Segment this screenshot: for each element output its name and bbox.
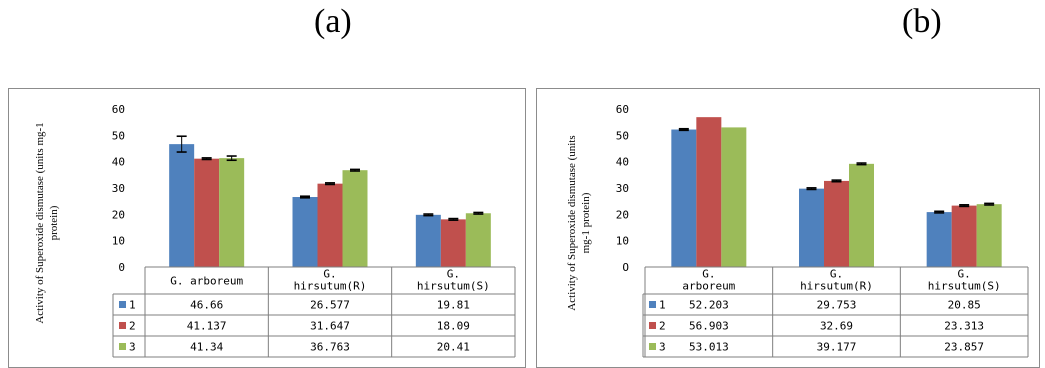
data-label: 23.857 [944,341,984,354]
y-axis-label-line: protein) [48,205,60,240]
bar [219,158,245,267]
y-tick-label: 40 [616,156,629,169]
data-label: 41.34 [190,341,223,354]
bar [317,183,343,267]
bar [696,117,722,268]
category-label: hirsutum(S) [417,280,490,293]
data-label: 46.66 [190,299,223,312]
data-label: 20.41 [437,341,470,354]
legend-label: 2 [129,320,136,333]
legend-key [649,343,656,350]
legend-label: 1 [129,299,136,312]
y-tick-label: 30 [616,182,629,195]
data-label: 36.763 [310,341,350,354]
data-label: 19.81 [437,299,470,312]
bar [799,188,824,267]
y-tick-label: 10 [616,235,629,248]
bar [849,163,874,267]
legend-key [649,322,656,329]
data-label: 31.647 [310,320,350,333]
data-label: 56.903 [689,320,729,333]
bar [824,180,849,267]
y-axis-label-line: mg-1 protein) [580,192,592,253]
legend-key [649,301,656,308]
bar [951,205,977,267]
bar [169,144,195,267]
chart-b-frame: O 10 20 30 40 50 60 Activity of Superoxide dism… [536,88,1040,368]
data-label: 32.69 [820,320,853,333]
bar [465,213,491,267]
bar [671,129,697,267]
y-tick-label: 60 [112,103,125,116]
data-label: 23.313 [944,320,984,333]
bar [342,170,368,267]
y-tick-label: 40 [112,156,125,169]
legend-label: 3 [659,341,666,354]
y-tick-label: 50 [616,129,629,142]
y-tick-label: 20 [616,208,629,221]
bar [292,197,318,267]
legend-key [119,301,126,308]
y-axis-label-line: Activity of Superoxide dismutase (units [566,135,578,310]
legend-key [119,343,126,350]
legend-label: 2 [659,320,666,333]
category-label: hirsutum(S) [928,280,1001,293]
category-label: arboreum [682,280,735,293]
category-label: G. [323,268,336,281]
category-label: G. [702,268,715,281]
bar [194,158,220,267]
y-tick-label: 0 [118,261,125,274]
y-tick-label: 50 [112,129,125,142]
panel-label-b: (b) [902,3,942,40]
data-label: 41.137 [187,320,227,333]
category-label: G. arboreum [170,275,243,288]
category-label: hirsutum(R) [294,280,367,293]
y-tick-label: 10 [112,235,125,248]
category-label: hirsutum(R) [800,280,873,293]
chart-a-svg: 0 10 20 30 40 50 60 Activity of Superoxide dism… [34,103,516,358]
data-label: 20.85 [948,299,981,312]
y-tick-label: 60 [616,103,629,116]
y-axis-label-line: Activity of Superoxide dismutase (units … [34,122,46,323]
y-tick-label: 30 [112,182,125,195]
legend-label: 1 [659,299,666,312]
data-label: 29.753 [817,299,857,312]
y-tick-label: 20 [112,208,125,221]
category-label: G. [958,268,971,281]
data-label: 39.177 [817,341,857,354]
bar [926,212,952,267]
bar [440,219,466,267]
legend-label: 3 [129,341,136,354]
legend-key [119,322,126,329]
y-tick-label: O [622,261,629,274]
category-label: G. [830,268,843,281]
data-label: 26.577 [310,299,350,312]
data-label: 52.203 [689,299,729,312]
category-label: G. [447,268,460,281]
bar [721,127,747,267]
bar [976,204,1002,267]
chart-a-frame: 0 10 20 30 40 50 60 Activity of Superoxide dism… [8,88,526,368]
chart-b-svg: O 10 20 30 40 50 60 Activity of Superoxide dism… [566,103,1029,358]
data-label: 53.013 [689,341,729,354]
panel-label-a: (a) [314,3,352,40]
bar [415,214,441,267]
data-label: 18.09 [437,320,470,333]
